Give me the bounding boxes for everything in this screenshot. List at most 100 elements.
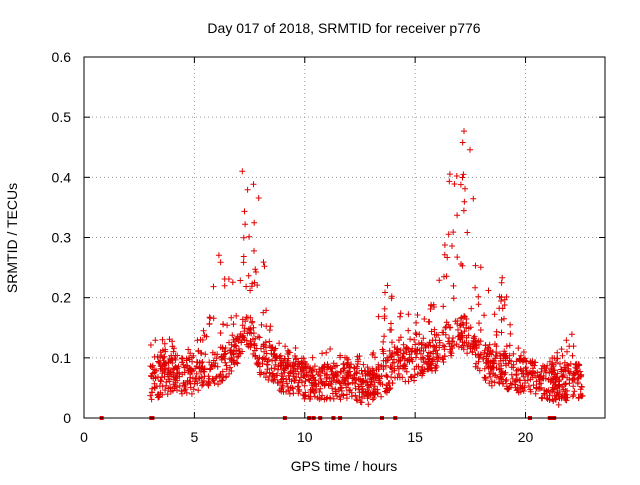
data-point xyxy=(405,378,412,385)
data-point xyxy=(523,358,530,365)
y-tick-label: 0.4 xyxy=(52,169,72,185)
data-point xyxy=(284,347,291,354)
data-point xyxy=(569,376,576,383)
data-point xyxy=(282,343,289,350)
data-point xyxy=(451,181,458,187)
data-point xyxy=(575,374,582,381)
data-point xyxy=(198,374,205,381)
data-point xyxy=(210,357,217,364)
data-point xyxy=(311,390,318,396)
x-tick-label: 0 xyxy=(80,429,88,445)
data-point xyxy=(459,332,466,339)
data-point xyxy=(185,346,192,353)
data-point xyxy=(471,340,478,347)
data-point xyxy=(529,374,536,381)
data-point xyxy=(387,326,393,333)
data-point xyxy=(455,326,461,333)
data-point xyxy=(380,363,387,370)
data-point xyxy=(198,350,205,357)
data-point xyxy=(309,354,316,361)
data-point xyxy=(155,358,162,365)
data-point xyxy=(263,307,270,314)
data-point xyxy=(472,262,479,269)
data-point xyxy=(384,354,391,361)
data-point xyxy=(160,357,167,364)
data-point xyxy=(391,367,398,374)
data-point xyxy=(458,261,464,267)
data-point xyxy=(149,362,156,369)
data-point xyxy=(543,388,550,394)
data-point xyxy=(551,373,558,380)
data-point xyxy=(577,368,584,375)
data-point xyxy=(327,346,334,352)
data-point xyxy=(210,362,216,369)
data-point xyxy=(162,348,169,355)
data-point xyxy=(513,358,520,365)
data-point xyxy=(412,354,419,361)
data-point xyxy=(283,380,290,387)
data-point xyxy=(469,348,476,355)
data-point xyxy=(498,294,505,301)
data-point xyxy=(193,363,200,370)
data-point xyxy=(178,355,185,362)
data-point xyxy=(559,352,566,359)
data-point xyxy=(293,374,300,380)
data-point xyxy=(501,302,508,308)
data-point xyxy=(380,348,387,355)
data-point xyxy=(482,360,489,367)
data-point xyxy=(397,313,403,320)
data-point xyxy=(280,388,287,395)
data-point xyxy=(264,358,271,365)
data-point xyxy=(413,331,420,338)
data-point xyxy=(436,277,443,284)
data-point xyxy=(448,352,455,359)
data-point xyxy=(395,370,402,377)
data-point xyxy=(482,342,489,349)
data-point xyxy=(475,337,482,344)
data-point xyxy=(520,349,527,355)
data-point xyxy=(554,349,561,356)
data-point xyxy=(529,368,536,375)
data-point xyxy=(242,221,249,228)
data-point xyxy=(318,368,325,374)
data-point xyxy=(234,335,241,341)
data-point xyxy=(472,344,479,351)
data-point xyxy=(223,366,230,373)
data-point xyxy=(319,350,326,357)
data-point xyxy=(166,373,173,380)
data-point xyxy=(239,336,246,343)
data-point xyxy=(400,350,407,357)
data-point xyxy=(259,355,266,362)
data-point xyxy=(241,325,248,332)
data-point xyxy=(381,333,388,340)
data-point xyxy=(188,390,195,397)
data-point xyxy=(329,385,336,392)
data-point xyxy=(251,247,257,254)
data-points xyxy=(147,128,586,408)
data-point xyxy=(509,375,516,382)
data-point xyxy=(535,374,542,381)
data-point xyxy=(562,367,569,374)
data-point xyxy=(422,344,429,351)
data-point xyxy=(408,374,415,381)
data-point xyxy=(229,332,236,339)
data-point xyxy=(275,366,281,373)
data-point xyxy=(522,357,529,364)
data-point xyxy=(330,360,337,367)
data-point xyxy=(446,335,453,341)
x-axis-label: GPS time / hours xyxy=(291,458,398,474)
data-point xyxy=(240,234,247,241)
data-point xyxy=(323,372,330,379)
data-point xyxy=(301,382,308,389)
data-point xyxy=(388,320,394,327)
data-point xyxy=(338,368,345,375)
data-point xyxy=(245,272,252,279)
data-point xyxy=(556,381,563,388)
data-point xyxy=(503,343,510,350)
data-point xyxy=(321,381,328,388)
data-point xyxy=(355,358,361,365)
data-point xyxy=(373,366,380,373)
data-point xyxy=(492,372,499,379)
data-point xyxy=(149,389,156,396)
